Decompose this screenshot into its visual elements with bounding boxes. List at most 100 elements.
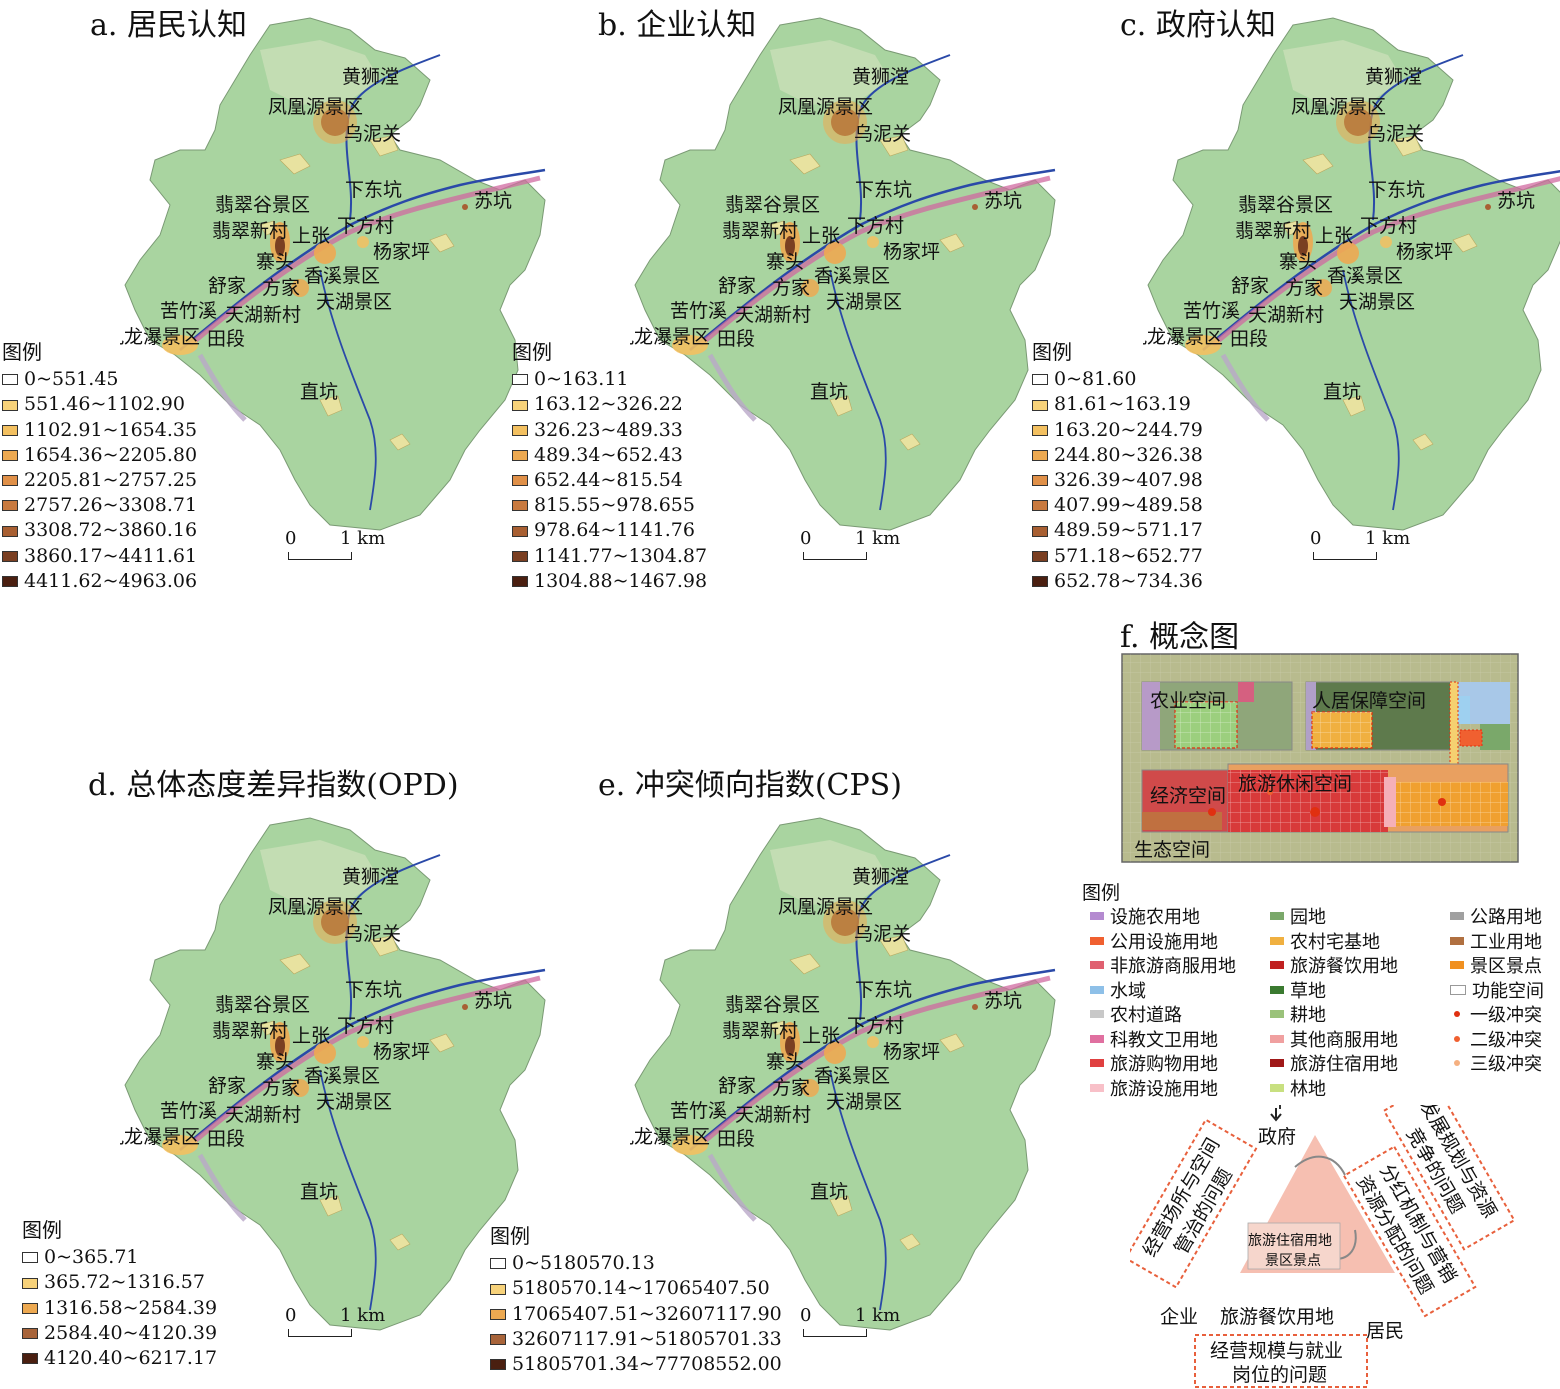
concept-legend-label: 林地	[1290, 1078, 1326, 1100]
hotspot-xiafang	[357, 236, 369, 248]
center-box	[1247, 1222, 1341, 1270]
road-west	[197, 1153, 247, 1222]
hotspot-tianhu	[801, 279, 819, 297]
label-fenghuangyuan: 凤凰源景区	[778, 96, 873, 118]
place-labels: 黄狮漟 凤凰源景区 乌泥关 下东坑 苏坑 翡翠谷景区 翡翠新村 上张 下方村 杨…	[1128, 66, 1535, 403]
map-panel-d: 黄狮漟 凤凰源景区 乌泥关 下东坑 苏坑 翡翠谷景区 翡翠新村 上张 下方村 杨…	[105, 810, 560, 1344]
label-shujia: 舒家	[208, 275, 246, 297]
hotspot-jiulongpu	[162, 335, 198, 355]
river-south	[829, 269, 887, 511]
legend-item: 163.12~326.22	[512, 392, 707, 417]
label-shujia: 舒家	[208, 1075, 246, 1097]
concept-legend-item: 科教文卫用地	[1090, 1028, 1270, 1051]
hotspot-sukeng	[462, 204, 468, 210]
concept-legend-swatch	[1454, 1011, 1460, 1018]
label-fangjia: 方家	[772, 1077, 810, 1099]
legend-label: 652.44~815.54	[534, 469, 683, 492]
concept-legend-item: 耕地	[1270, 1003, 1450, 1026]
box-bottom-line2: 岗位的问题	[1232, 1364, 1327, 1386]
legend-swatch	[1032, 449, 1048, 461]
concept-legend-swatch	[1450, 961, 1464, 970]
hotspot-feicui-core	[785, 1036, 795, 1056]
concept-legend-swatch	[1090, 961, 1104, 970]
legend-label: 2584.40~4120.39	[44, 1321, 218, 1344]
hotspot-sukeng	[1485, 204, 1491, 210]
scale-line	[803, 1329, 867, 1337]
legend-item: 326.23~489.33	[512, 418, 707, 443]
label-enterprise: 企业	[1160, 1306, 1198, 1328]
label-feicuixincun: 翡翠新村	[212, 1020, 288, 1042]
hotspot-xiangxi	[824, 1042, 846, 1064]
concept-legend-label: 一级冲突	[1470, 1005, 1542, 1027]
legend-swatch	[512, 575, 528, 587]
label-sukeng: 苏坑	[984, 190, 1022, 212]
label-feicuixincun: 翡翠新村	[212, 220, 288, 242]
label-fangjia: 方家	[262, 1077, 300, 1099]
legend-swatch	[512, 525, 528, 537]
legend-swatch	[490, 1283, 506, 1295]
label-feicuigu: 翡翠谷景区	[1238, 194, 1333, 216]
label-zhaitou: 寨头	[766, 251, 804, 273]
label-tianhu: 天湖景区	[316, 291, 392, 313]
label-shangzhang: 上张	[802, 1025, 840, 1047]
label-shujia: 舒家	[1231, 275, 1269, 297]
label-huangshitan: 黄狮漟	[852, 66, 909, 88]
label-center2: 景区景点	[1265, 1253, 1321, 1269]
legend-item: 1141.77~1304.87	[512, 544, 707, 569]
legend-swatch	[1032, 374, 1048, 386]
label-xiafangcun: 下方村	[847, 1015, 904, 1037]
panel-a-title: a. 居民认知	[90, 8, 247, 43]
concept-legend-swatch	[1090, 1010, 1104, 1019]
legend-swatch	[490, 1258, 506, 1270]
legend-item: 2205.81~2757.25	[2, 468, 197, 493]
legend-swatch	[490, 1308, 506, 1320]
concept-legend-label: 旅游住宿用地	[1290, 1054, 1398, 1076]
legend-label: 0~5180570.13	[512, 1252, 655, 1275]
legend-label: 17065407.51~32607117.90	[512, 1302, 782, 1325]
concept-legend-swatch	[1270, 912, 1284, 921]
label-xiafangcun: 下方村	[337, 215, 394, 237]
legend-label: 1141.77~1304.87	[534, 544, 708, 567]
legend-item: 163.20~244.79	[1032, 418, 1203, 443]
label-tianhu: 天湖景区	[826, 291, 902, 313]
concept-legend-label: 功能空间	[1472, 980, 1544, 1002]
concept-legend-swatch	[1450, 984, 1466, 995]
river-south	[319, 1069, 377, 1311]
legend-title: 图例	[490, 1224, 530, 1248]
label-shangzhang: 上张	[292, 1025, 330, 1047]
concept-legend-item: 设施农用地	[1090, 905, 1270, 928]
settlement-patches	[259, 935, 455, 1251]
label-kuzhuxi: 苦竹溪	[670, 1100, 727, 1122]
legend-title: 图例	[22, 1218, 62, 1242]
map-panel-c: 黄狮漟 凤凰源景区 乌泥关 下东坑 苏坑 翡翠谷景区 翡翠新村 上张 下方村 杨…	[1128, 10, 1560, 544]
concept-legend-swatch	[1270, 985, 1284, 994]
label-xiadongkeng: 下东坑	[855, 179, 912, 201]
label-sukeng: 苏坑	[474, 190, 512, 212]
label-tianduan: 田段	[207, 328, 245, 350]
concept-legend-swatch	[1090, 985, 1104, 994]
label-huangshitan: 黄狮漟	[342, 866, 399, 888]
label-zhaitou: 寨头	[256, 251, 294, 273]
legend-item: 1102.91~1654.35	[2, 418, 197, 443]
label-zhaitou: 寨头	[766, 1051, 804, 1073]
concept-legend-label: 旅游设施用地	[1110, 1078, 1218, 1100]
label-fenghuangyuan: 凤凰源景区	[268, 96, 363, 118]
label-zhikeng: 直坑	[1323, 381, 1361, 403]
legend-label: 244.80~326.38	[1054, 443, 1203, 466]
hotspot-tianhu	[801, 1079, 819, 1097]
concept-diagram: 农业空间 人居保障空间 经济空间 旅游休闲空间 生态空间	[1121, 653, 1519, 863]
label-jiulongpu: 九龙瀑景区	[1143, 326, 1223, 348]
map-panel-a: 黄狮漟 凤凰源景区 乌泥关 下东坑 苏坑 翡翠谷景区 翡翠新村 上张 下方村 杨…	[105, 10, 560, 544]
concept-legend-item: 功能空间	[1450, 979, 1560, 1002]
hotspot-feicui-core	[785, 236, 795, 256]
legend-swatch	[490, 1333, 506, 1345]
concept-legend-item: 非旅游商服用地	[1090, 954, 1270, 977]
concept-legend-swatch	[1090, 936, 1104, 945]
label-tianhuxincun: 天湖新村	[225, 1104, 301, 1126]
legend-label: 1102.91~1654.35	[24, 418, 198, 441]
legend-item: 365.72~1316.57	[22, 1270, 217, 1295]
hotspot-xiafang	[1380, 236, 1392, 248]
hotspot-tianhu	[291, 279, 309, 297]
legend-item: 489.59~571.17	[1032, 518, 1203, 543]
concept-legend-swatch	[1270, 1010, 1284, 1019]
